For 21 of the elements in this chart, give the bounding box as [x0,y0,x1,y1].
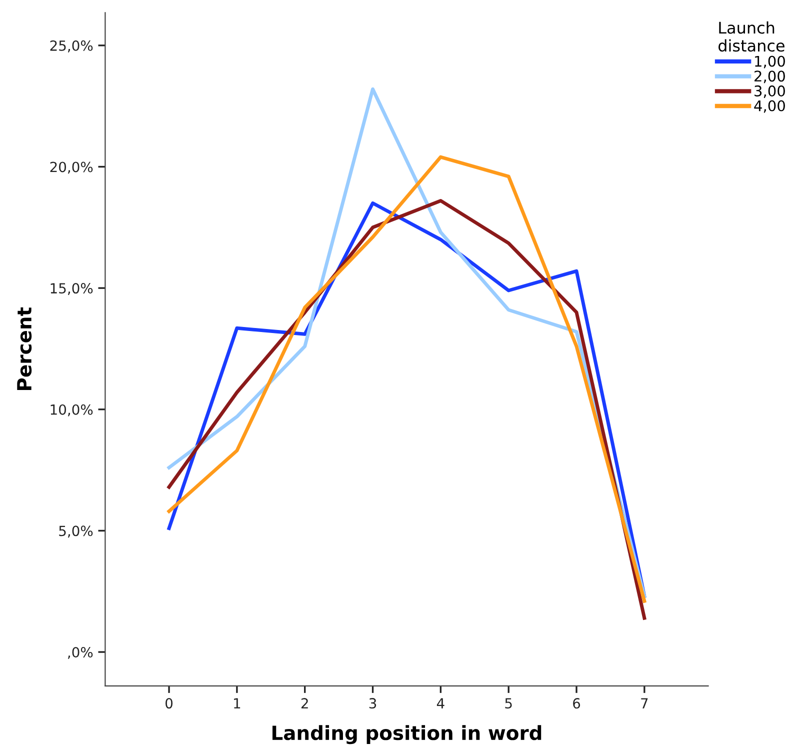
y-tick-label: 25,0% [50,40,93,52]
legend-title: Launch distance [718,21,784,52]
legend-label: 2,00 [754,70,785,84]
x-tick-label: 3 [369,698,376,709]
x-tick-label: 7 [641,698,648,708]
x-tick-label: 4 [436,698,444,708]
y-axis-title: Percent [17,307,32,390]
y-tick-label: 10,0% [50,404,93,416]
x-tick-label: 5 [505,698,512,709]
legend-label: 3,00 [754,85,785,98]
x-tick-label: 0 [166,698,173,709]
y-tick-label: 20,0% [50,162,93,174]
y-tick-label: ,0% [68,646,93,659]
legend-label: 4,00 [754,100,785,113]
legend-label: 1,00 [755,56,785,68]
x-tick-label: 1 [234,698,240,708]
y-tick-label: 5,0% [59,526,93,538]
x-tick-label: 6 [573,698,580,709]
x-tick-label: 2 [301,698,308,708]
y-tick-label: 15,0% [50,283,93,295]
x-axis-title: Landing position in word [272,725,542,744]
